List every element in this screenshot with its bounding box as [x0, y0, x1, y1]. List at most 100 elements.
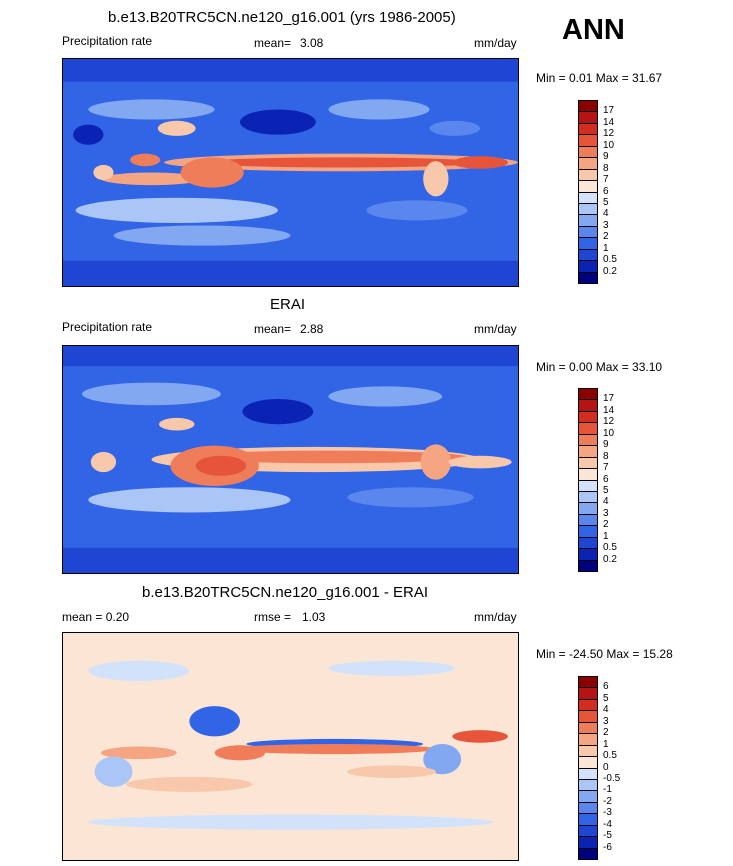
panel-2-units: mm/day [474, 322, 517, 336]
panel-3-colorbar-swatch [578, 836, 598, 849]
panel-1-minmax: Min = 0.01 Max = 31.67 [536, 71, 663, 85]
panel-3-colorbar-tick-label: -5 [603, 830, 612, 842]
panel-1-colorbar-swatch [578, 145, 598, 159]
panel-2-colorbar-tick-label: 7 [603, 462, 609, 474]
panel-1-colorbar-swatch [578, 180, 598, 193]
panel-3-colorbar-swatch [578, 824, 598, 838]
panel-3-colorbar-tick-label: 6 [603, 681, 609, 693]
panel-2-variable-label: Precipitation rate [62, 320, 153, 334]
panel-2-colorbar-swatch [578, 479, 598, 492]
panel-2-colorbar-swatch [578, 468, 598, 481]
panel-3-colorbar-swatch [578, 790, 598, 803]
panel-3-colorbar-tick-label: -2 [603, 795, 612, 807]
panel-1-colorbar-swatch [578, 122, 598, 136]
panel-1-colorbar-swatch [578, 248, 598, 262]
panel-3-colorbar-tick-label: -3 [603, 807, 612, 819]
panel-2-title: ERAI [270, 296, 306, 313]
panel-1-colorbar-swatch [578, 111, 598, 124]
panel-2-colorbar-tick-label: 4 [603, 496, 609, 508]
panel-2-colorbar-swatch [578, 502, 598, 515]
panel-2-colorbar-tick-label: 6 [603, 473, 609, 485]
panel-2-map [62, 345, 519, 574]
panel-1-colorbar: 0.2 0.5 1 2 3 4 5 6 7 8 9 10 12 14 17 [578, 100, 617, 284]
panel-2-colorbar-swatch [578, 433, 598, 447]
panel-2-mean-value: 2.88 [300, 322, 324, 336]
panel-1-colorbar-swatch [578, 225, 598, 239]
panel-2-colorbar-swatch [578, 388, 598, 401]
panel-3-colorbar-tick-label: -1 [603, 784, 612, 796]
panel-1-colorbar-swatch [578, 134, 598, 147]
panel-2-minmax: Min = 0.00 Max = 33.10 [536, 360, 663, 374]
panel-3-rmse-value: 1.03 [302, 610, 326, 624]
panel-3-colorbar-swatch [578, 813, 598, 826]
panel-1-colorbar-swatch [578, 237, 598, 250]
panel-2-colorbar-swatch [578, 456, 598, 470]
panel-2-colorbar-tick-label: 10 [603, 427, 615, 439]
panel-2-colorbar-tick-label: 5 [603, 484, 609, 496]
panel-1-colorbar-tick-label: 17 [603, 105, 615, 117]
panel-3-colorbar-swatch [578, 710, 598, 723]
panel-2-colorbar-tick-label: 1 [603, 530, 609, 542]
panel-1-colorbar-swatch [578, 260, 598, 273]
panel-3-minmax: Min = -24.50 Max = 15.28 [536, 647, 673, 661]
panel-3-colorbar-swatch [578, 687, 598, 700]
panel-1-colorbar-tick-label: 0.2 [603, 265, 617, 277]
panel-3-mean: mean = 0.20 [62, 610, 130, 624]
panel-2-colorbar-tick-label: 8 [603, 450, 609, 462]
panel-1-mean-value: 3.08 [300, 36, 324, 50]
panel-2-colorbar-tick-label: 2 [603, 519, 609, 531]
panel-1-colorbar-tick-label: 14 [603, 116, 615, 128]
panel-1-colorbar-tick-label: 2 [603, 231, 609, 243]
panel-3-units: mm/day [474, 610, 517, 624]
panel-1-colorbar-swatch [578, 191, 598, 204]
panel-3-colorbar-swatch [578, 778, 598, 792]
panel-3-colorbar-tick-label: 0 [603, 761, 609, 773]
panel-1-units: mm/day [474, 36, 517, 50]
panel-3-colorbar-tick-label: 0.5 [603, 750, 617, 762]
panel-3-colorbar-tick-label: -0.5 [603, 772, 621, 784]
panel-2-precip-field [63, 346, 518, 573]
panel-1-colorbar-swatch [578, 214, 598, 227]
panel-2-colorbar-tick-label: 0.5 [603, 542, 617, 554]
panel-3-colorbar-swatch [578, 721, 598, 735]
panel-3-title: b.e13.B20TRC5CN.ne120_g16.001 - ERAI [142, 584, 429, 601]
panel-1-colorbar-tick-label: 9 [603, 151, 609, 163]
panel-3-rmse-label: rmse = [254, 610, 292, 624]
panel-3-colorbar-tick-label: 5 [603, 692, 609, 704]
panel-3-map [62, 632, 519, 861]
season-label: ANN [562, 14, 625, 46]
panel-3-colorbar-tick-label: 1 [603, 738, 609, 750]
panel-3-colorbar-tick-label: 2 [603, 727, 609, 739]
panel-3-colorbar-tick-label: 3 [603, 715, 609, 727]
panel-2-colorbar-swatch [578, 548, 598, 561]
panel-2-colorbar-tick-label: 9 [603, 439, 609, 451]
panel-1-colorbar-tick-label: 0.5 [603, 254, 617, 266]
panel-1-colorbar-tick-label: 7 [603, 174, 609, 186]
panel-1-colorbar-tick-label: 10 [603, 139, 615, 151]
panel-1-mean-label: mean= [254, 36, 292, 50]
panel-2-colorbar-tick-label: 14 [603, 404, 615, 416]
panel-1-colorbar-tick-label: 5 [603, 196, 609, 208]
panel-3-colorbar-swatch [578, 756, 598, 769]
panel-2-colorbar-swatch [578, 490, 598, 504]
panel-3-diff-field [63, 633, 518, 860]
panel-3-colorbar-swatch [578, 847, 598, 860]
panel-3-colorbar: -6 -5 -4 -3 -2 -1 -0.5 0 0.5 1 2 3 4 5 6 [578, 676, 620, 860]
panel-1-colorbar-tick-label: 12 [603, 128, 615, 140]
panel-1-variable-label: Precipitation rate [62, 34, 153, 48]
panel-2-colorbar: 0.2 0.5 1 2 3 4 5 6 7 8 9 10 12 14 17 [578, 388, 617, 572]
panel-1-title: b.e13.B20TRC5CN.ne120_g16.001 (yrs 1986-… [108, 9, 456, 26]
panel-1-colorbar-tick-label: 4 [603, 208, 609, 220]
panel-3-colorbar-swatch [578, 801, 598, 815]
panel-1-colorbar-swatch [578, 157, 598, 170]
panel-1-precip-field [63, 59, 518, 286]
panel-1-colorbar-swatch [578, 100, 598, 113]
panel-1-map [62, 58, 519, 287]
panel-2-colorbar-swatch [578, 445, 598, 458]
panel-2-colorbar-swatch [578, 559, 598, 572]
panel-2-mean-label: mean= [254, 322, 292, 336]
panel-1-colorbar-swatch [578, 168, 598, 182]
panel-2-colorbar-tick-label: 12 [603, 416, 615, 428]
panel-1-colorbar-tick-label: 6 [603, 185, 609, 197]
panel-1-colorbar-tick-label: 1 [603, 242, 609, 254]
